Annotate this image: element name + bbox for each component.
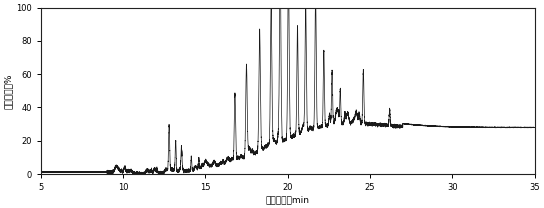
X-axis label: 保留时间／min: 保留时间／min xyxy=(265,195,310,204)
Y-axis label: 相对丰度／%: 相对丰度／% xyxy=(4,73,13,109)
